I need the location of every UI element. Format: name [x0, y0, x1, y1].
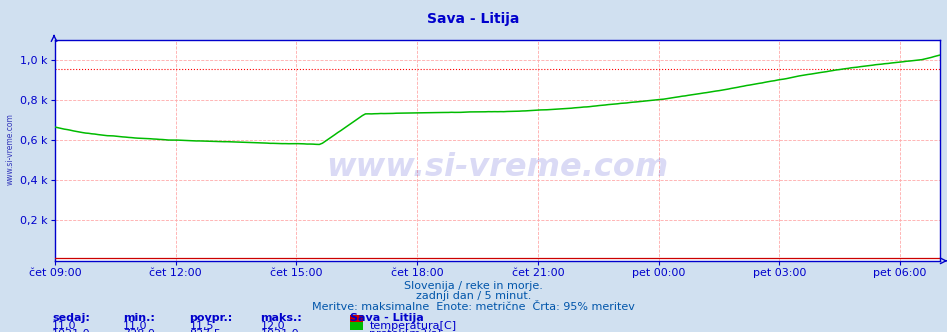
- Text: Sava - Litija: Sava - Litija: [350, 313, 424, 323]
- Text: min.:: min.:: [123, 313, 155, 323]
- Text: 11,0: 11,0: [123, 321, 148, 331]
- Text: 728,0: 728,0: [123, 329, 155, 332]
- Text: 1021,0: 1021,0: [260, 329, 299, 332]
- Text: www.si-vreme.com: www.si-vreme.com: [6, 114, 15, 185]
- Text: sedaj:: sedaj:: [52, 313, 90, 323]
- Text: maks.:: maks.:: [260, 313, 302, 323]
- Text: www.si-vreme.com: www.si-vreme.com: [327, 152, 669, 183]
- Text: 827,5: 827,5: [189, 329, 222, 332]
- Text: 1021,0: 1021,0: [52, 329, 91, 332]
- Text: Meritve: maksimalne  Enote: metrične  Črta: 95% meritev: Meritve: maksimalne Enote: metrične Črta…: [313, 302, 634, 312]
- Text: 12,0: 12,0: [260, 321, 285, 331]
- Text: 11,5: 11,5: [189, 321, 214, 331]
- Text: zadnji dan / 5 minut.: zadnji dan / 5 minut.: [416, 291, 531, 301]
- Text: temperatura[C]: temperatura[C]: [369, 321, 456, 331]
- Text: pretok[m3/s]: pretok[m3/s]: [369, 329, 441, 332]
- Text: Sava - Litija: Sava - Litija: [427, 12, 520, 26]
- Text: Slovenija / reke in morje.: Slovenija / reke in morje.: [404, 281, 543, 290]
- Text: povpr.:: povpr.:: [189, 313, 233, 323]
- Text: 11,0: 11,0: [52, 321, 77, 331]
